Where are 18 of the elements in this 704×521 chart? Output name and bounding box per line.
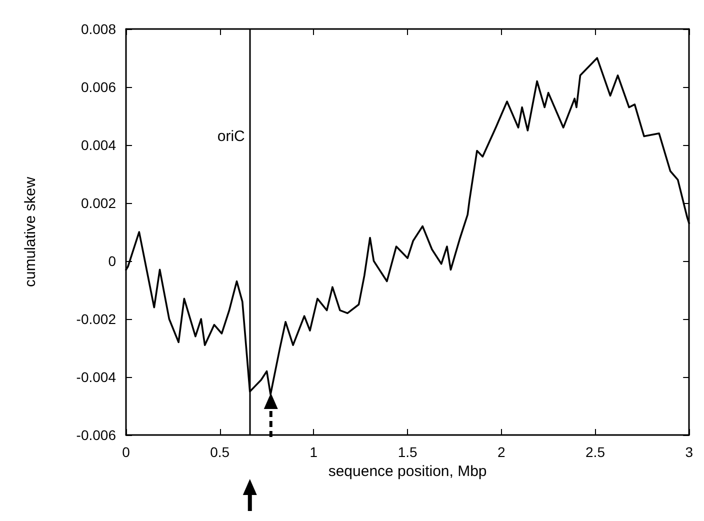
y-tick-label: 0.004	[80, 137, 116, 153]
y-tick-label: 0.002	[80, 195, 116, 211]
x-tick-label: 0	[122, 444, 130, 460]
x-tick-label: 1	[310, 444, 318, 460]
x-axis-title: sequence position, Mbp	[328, 462, 487, 480]
x-tick-label: 3	[685, 444, 694, 460]
y-tick-label: -0.006	[76, 427, 116, 443]
y-tick-label: -0.004	[76, 369, 116, 385]
x-tick-label: 2	[498, 444, 506, 460]
x-tick-label: 1.5	[398, 444, 418, 460]
y-tick-label: 0	[108, 253, 116, 269]
x-tick-label: 2.5	[586, 444, 606, 460]
x-tick-label: 0.5	[210, 444, 230, 460]
y-tick-label: 0.008	[80, 21, 116, 37]
y-tick-label: -0.002	[76, 311, 116, 327]
y-tick-label: 0.006	[80, 79, 116, 95]
y-axis-title: cumulative skew	[22, 176, 39, 288]
ref-line-label: oriC	[217, 128, 246, 146]
